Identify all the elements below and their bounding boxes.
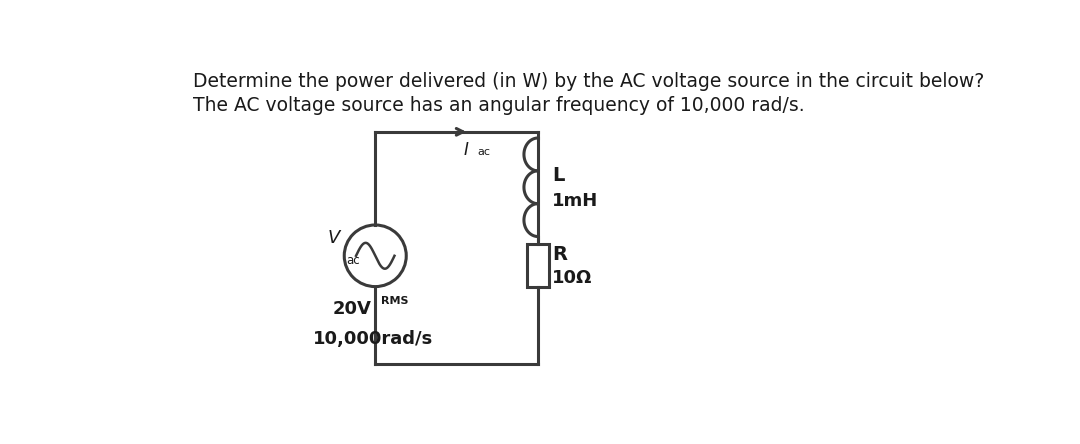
Text: 10Ω: 10Ω — [552, 269, 592, 287]
Text: ac: ac — [477, 147, 490, 157]
Text: 1mH: 1mH — [552, 192, 598, 210]
Text: ac: ac — [346, 254, 360, 267]
Text: 10,000rad/s: 10,000rad/s — [313, 330, 433, 348]
Text: 20V: 20V — [333, 301, 372, 318]
Text: L: L — [552, 166, 565, 185]
Text: R: R — [552, 245, 567, 264]
Text: I: I — [463, 141, 469, 159]
Text: RMS: RMS — [380, 296, 408, 306]
Text: Determine the power delivered (in W) by the AC voltage source in the circuit bel: Determine the power delivered (in W) by … — [193, 72, 984, 91]
Text: The AC voltage source has an angular frequency of 10,000 rad/s.: The AC voltage source has an angular fre… — [193, 96, 805, 115]
Text: V: V — [328, 229, 340, 246]
